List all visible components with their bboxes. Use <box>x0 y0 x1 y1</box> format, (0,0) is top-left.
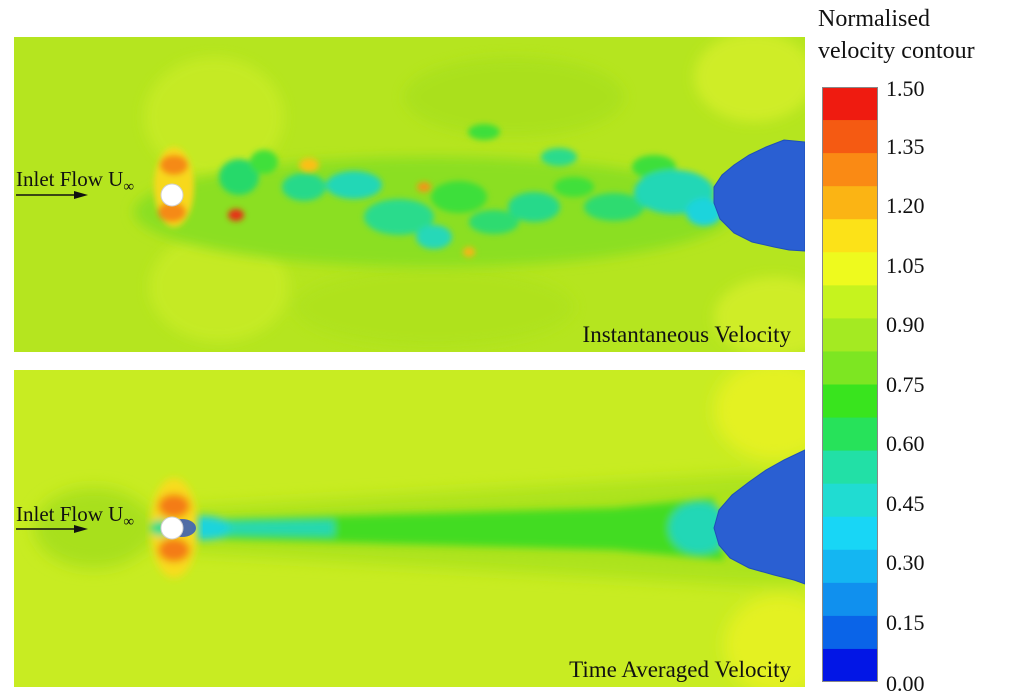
colorbar-tick-label: 0.75 <box>886 371 925 397</box>
colorbar-band <box>822 87 878 121</box>
colorbar-band <box>822 615 878 650</box>
colorbar-band <box>822 285 878 319</box>
colorbar-band <box>822 252 878 286</box>
colorbar-tick-label: 0.45 <box>886 490 925 516</box>
colorbar-tick-label: 0.60 <box>886 431 925 456</box>
colorbar-band <box>822 219 878 253</box>
colorbar-tick-label: 1.05 <box>886 252 925 278</box>
colorbar-band <box>822 417 878 452</box>
colorbar-tick-label: 1.35 <box>886 133 925 159</box>
inlet-flow-label: Inlet Flow U∞ <box>16 167 134 196</box>
colorbar-tick-label: 1.50 <box>886 76 925 101</box>
colorbar-band <box>822 582 878 617</box>
inlet-flow-arrow-icon <box>16 191 88 199</box>
instantaneous-velocity-caption: Instantaneous Velocity <box>582 322 791 347</box>
colorbar-tick-label: 1.20 <box>886 193 925 218</box>
inlet-flow-subscript: ∞ <box>123 179 135 196</box>
colorbar-tick-label: 0.00 <box>886 671 925 696</box>
colorbar-tick-label: 0.30 <box>886 550 925 575</box>
colorbar-band <box>822 153 878 187</box>
colorbar-band <box>822 549 878 584</box>
colorbar-band <box>822 120 878 154</box>
colorbar-band <box>822 483 878 518</box>
colorbar-band <box>822 318 878 353</box>
colorbar-band <box>822 516 878 551</box>
time-averaged-velocity-contour <box>14 370 805 687</box>
time-averaged-velocity-panel: Time Averaged Velocity <box>14 370 805 687</box>
inlet-flow-subscript: ∞ <box>123 514 135 531</box>
colorbar-band <box>822 450 878 485</box>
instantaneous-velocity-panel: Instantaneous Velocity <box>14 37 805 352</box>
velocity-colorbar <box>822 87 878 682</box>
inlet-flow-arrow-icon <box>16 525 88 533</box>
inlet-flow-text: Inlet Flow U <box>16 167 124 191</box>
inlet-flow-text: Inlet Flow U <box>16 502 124 526</box>
legend-title-line2: velocity contour <box>818 38 975 64</box>
colorbar-tick-label: 0.90 <box>886 312 925 337</box>
colorbar-band <box>822 351 878 386</box>
legend-title-line1: Normalised <box>818 6 930 32</box>
colorbar-border <box>822 87 878 682</box>
instantaneous-velocity-contour <box>14 37 805 352</box>
colorbar-tick-label: 0.15 <box>886 609 925 635</box>
inlet-flow-label: Inlet Flow U∞ <box>16 502 134 531</box>
colorbar-band <box>822 648 878 682</box>
colorbar-band <box>822 186 878 220</box>
time-averaged-velocity-caption: Time Averaged Velocity <box>569 657 791 682</box>
colorbar-band <box>822 384 878 419</box>
